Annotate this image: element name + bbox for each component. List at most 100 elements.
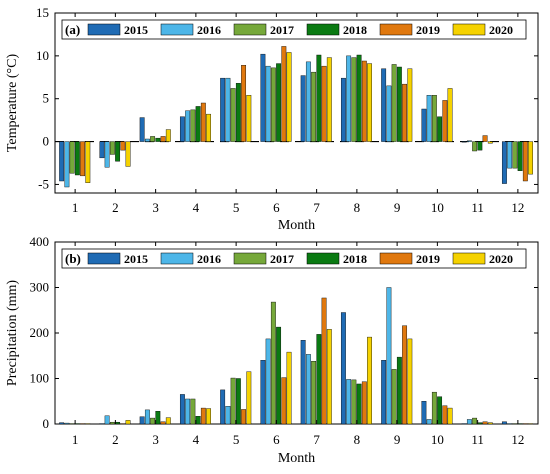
bar-2019-month-7 bbox=[321, 297, 327, 425]
bar-2020-month-12 bbox=[528, 423, 533, 425]
bar-2016-month-3 bbox=[144, 138, 150, 142]
bar-2020-month-6 bbox=[286, 52, 292, 142]
x-tick-label: 10 bbox=[431, 432, 444, 447]
y-tick-label: 15 bbox=[36, 5, 49, 20]
bar-2015-month-8 bbox=[340, 77, 346, 142]
bar-2020-month-1 bbox=[85, 423, 91, 425]
bar-2018-month-4 bbox=[195, 416, 201, 425]
bar-2016-month-7 bbox=[305, 61, 311, 142]
bar-2020-month-4 bbox=[206, 113, 211, 142]
x-tick-label: 9 bbox=[394, 432, 401, 447]
bar-2018-month-3 bbox=[155, 411, 161, 425]
x-tick-label: 1 bbox=[72, 200, 79, 215]
x-tick-label: 8 bbox=[354, 432, 361, 447]
x-tick-label: 12 bbox=[511, 200, 524, 215]
bar-2018-month-1 bbox=[74, 141, 80, 176]
bar-2015-month-3 bbox=[139, 416, 145, 425]
bar-2019-month-12 bbox=[522, 141, 528, 182]
legend-label-2016: 2016 bbox=[197, 252, 221, 266]
bar-2017-month-5 bbox=[230, 377, 236, 425]
x-tick-label: 10 bbox=[431, 200, 444, 215]
bar-2020-month-1 bbox=[85, 141, 91, 183]
bar-2016-month-11 bbox=[466, 419, 472, 425]
x-tick-label: 11 bbox=[471, 200, 484, 215]
bar-2017-month-7 bbox=[311, 71, 317, 142]
bar-2017-month-1 bbox=[69, 423, 75, 425]
bar-2018-month-6 bbox=[276, 326, 282, 425]
legend-swatch-2017 bbox=[233, 252, 267, 265]
bar-2018-month-3 bbox=[155, 137, 161, 142]
bar-2015-month-3 bbox=[139, 117, 145, 142]
bar-2020-month-6 bbox=[286, 351, 292, 425]
bar-2019-month-5 bbox=[241, 409, 247, 425]
x-tick-label: 7 bbox=[313, 200, 320, 215]
legend-swatch-2019 bbox=[379, 252, 413, 265]
bar-2017-month-3 bbox=[150, 417, 156, 425]
bar-2017-month-7 bbox=[311, 361, 317, 425]
x-tick-label: 6 bbox=[273, 432, 280, 447]
bar-2016-month-11 bbox=[466, 140, 472, 142]
bar-2017-month-4 bbox=[190, 109, 196, 142]
bar-2020-month-7 bbox=[326, 329, 332, 425]
bar-2016-month-4 bbox=[185, 398, 191, 425]
bar-2020-month-4 bbox=[206, 408, 211, 425]
x-tick-label: 2 bbox=[112, 200, 119, 215]
bar-2020-month-5 bbox=[246, 95, 252, 142]
bar-2017-month-3 bbox=[150, 136, 156, 142]
bar-2016-month-8 bbox=[346, 55, 352, 142]
bar-2017-month-10 bbox=[431, 391, 437, 425]
panel-label: (a) bbox=[65, 22, 80, 37]
bar-2017-month-9 bbox=[391, 64, 397, 142]
legend-swatch-2016 bbox=[160, 23, 194, 36]
legend-label-2020: 2020 bbox=[489, 252, 513, 266]
x-tick-label: 12 bbox=[511, 432, 524, 447]
y-axis-label: Precipitation (mm) bbox=[5, 280, 20, 386]
bar-2020-month-3 bbox=[165, 129, 171, 142]
bar-2016-month-9 bbox=[386, 85, 392, 142]
bar-2018-month-8 bbox=[356, 383, 362, 425]
bar-2016-month-2 bbox=[104, 415, 110, 425]
bar-2017-month-1 bbox=[69, 141, 75, 174]
bar-2017-month-10 bbox=[431, 95, 437, 142]
bar-2019-month-3 bbox=[160, 136, 166, 142]
bar-2019-month-10 bbox=[442, 405, 448, 425]
bar-2018-month-12 bbox=[517, 423, 523, 425]
bar-2016-month-8 bbox=[346, 379, 352, 425]
bar-2018-month-2 bbox=[115, 141, 121, 162]
bar-2019-month-8 bbox=[361, 381, 367, 425]
legend-swatch-2020 bbox=[452, 252, 486, 265]
x-tick-label: 6 bbox=[273, 200, 280, 215]
x-tick-label: 3 bbox=[152, 432, 159, 447]
bar-2015-month-6 bbox=[260, 360, 266, 425]
bar-2017-month-6 bbox=[270, 301, 276, 425]
y-tick-label: 400 bbox=[30, 234, 50, 249]
legend-label-2017: 2017 bbox=[270, 23, 294, 37]
legend-swatch-2017 bbox=[233, 23, 267, 36]
bar-2020-month-10 bbox=[447, 407, 453, 425]
bar-2015-month-4 bbox=[179, 116, 185, 142]
legend-swatch-2015 bbox=[87, 252, 121, 265]
x-tick-label: 1 bbox=[72, 432, 79, 447]
bar-2019-month-1 bbox=[80, 423, 86, 425]
bar-2019-month-10 bbox=[442, 100, 448, 142]
x-tick-label: 3 bbox=[152, 200, 159, 215]
bar-2016-month-12 bbox=[507, 141, 513, 169]
bar-2020-month-8 bbox=[367, 336, 372, 425]
bar-2018-month-8 bbox=[356, 54, 362, 142]
legend-label-2018: 2018 bbox=[343, 252, 367, 266]
bar-2015-month-11 bbox=[461, 423, 467, 425]
legend-label-2015: 2015 bbox=[124, 252, 148, 266]
bar-2018-month-7 bbox=[316, 334, 322, 425]
bar-2018-month-10 bbox=[437, 396, 443, 425]
bar-2018-month-6 bbox=[276, 63, 282, 142]
bar-2016-month-6 bbox=[265, 65, 271, 142]
bar-2015-month-5 bbox=[220, 389, 226, 425]
legend-label-2017: 2017 bbox=[270, 252, 294, 266]
x-axis-label: Month bbox=[278, 218, 315, 233]
bar-2015-month-12 bbox=[501, 421, 507, 425]
plot-area bbox=[54, 241, 539, 425]
bar-2015-month-2 bbox=[99, 141, 105, 159]
